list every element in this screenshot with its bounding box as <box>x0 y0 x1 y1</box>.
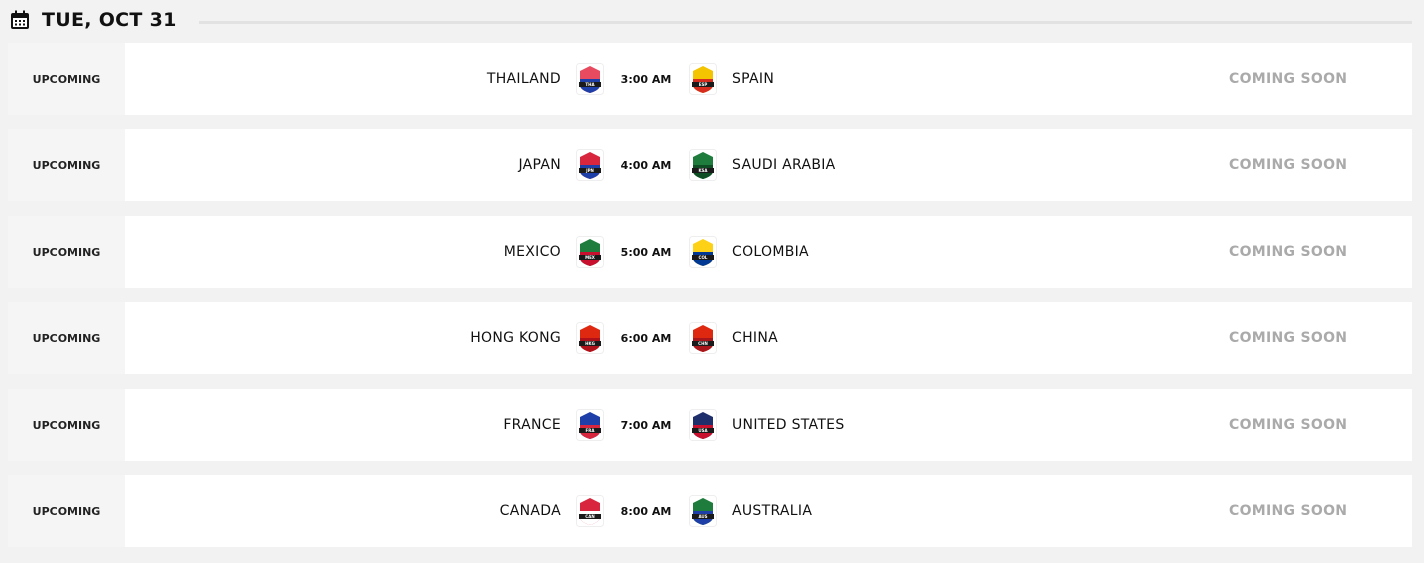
away-team-name[interactable]: CHINA <box>732 330 778 346</box>
away-team-name[interactable]: SAUDI ARABIA <box>732 157 836 173</box>
match-time: 3:00 AM <box>620 72 672 86</box>
home-team-badge-icon: FRA <box>576 409 604 441</box>
svg-text:AUS: AUS <box>698 514 707 519</box>
svg-text:CAN: CAN <box>585 514 594 519</box>
svg-text:USA: USA <box>698 428 708 433</box>
match-status: UPCOMING <box>8 475 125 547</box>
away-team-badge-icon: CHN <box>689 322 717 354</box>
match-status: UPCOMING <box>8 302 125 374</box>
home-team-name[interactable]: FRANCE <box>503 417 561 433</box>
result-status: COMING SOON <box>1229 503 1348 519</box>
svg-text:THA: THA <box>585 82 595 87</box>
home-team-badge-icon: JPN <box>576 149 604 181</box>
svg-text:JPN: JPN <box>585 168 594 173</box>
svg-text:KSA: KSA <box>698 168 708 173</box>
home-team-badge-icon: THA <box>576 63 604 95</box>
divider <box>198 20 1412 24</box>
match-row[interactable]: UPCOMING THAILAND THA 3:00 AM ESP SPAIN … <box>8 43 1412 115</box>
match-row[interactable]: UPCOMING HONG KONG HKG 6:00 AM CHN CHINA… <box>8 302 1412 374</box>
home-team-name[interactable]: MEXICO <box>503 244 561 260</box>
svg-text:MEX: MEX <box>585 255 595 260</box>
match-row[interactable]: UPCOMING JAPAN JPN 4:00 AM KSA SAUDI ARA… <box>8 129 1412 201</box>
away-team-name[interactable]: UNITED STATES <box>732 417 845 433</box>
svg-text:FRA: FRA <box>586 428 596 433</box>
match-time: 6:00 AM <box>620 331 672 345</box>
result-status: COMING SOON <box>1229 71 1348 87</box>
match-time: 5:00 AM <box>620 245 672 259</box>
away-team-name[interactable]: AUSTRALIA <box>732 503 813 519</box>
home-team-name[interactable]: JAPAN <box>518 157 561 173</box>
match-row[interactable]: UPCOMING CANADA CAN 8:00 AM AUS AUSTRALI… <box>8 475 1412 547</box>
away-team-name[interactable]: SPAIN <box>732 71 775 87</box>
svg-text:HKG: HKG <box>585 341 595 346</box>
away-team-badge-icon: ESP <box>689 63 717 95</box>
match-row[interactable]: UPCOMING MEXICO MEX 5:00 AM COL COLOMBIA… <box>8 216 1412 288</box>
match-status: UPCOMING <box>8 389 125 461</box>
home-team-name[interactable]: HONG KONG <box>470 330 561 346</box>
match-status: UPCOMING <box>8 129 125 201</box>
match-time: 8:00 AM <box>620 504 672 518</box>
result-status: COMING SOON <box>1229 417 1348 433</box>
match-row[interactable]: UPCOMING FRANCE FRA 7:00 AM USA UNITED S… <box>8 389 1412 461</box>
match-time: 7:00 AM <box>620 418 672 432</box>
calendar-icon <box>11 10 29 29</box>
result-status: COMING SOON <box>1229 157 1348 173</box>
away-team-badge-icon: USA <box>689 409 717 441</box>
away-team-badge-icon: KSA <box>689 149 717 181</box>
home-team-name[interactable]: CANADA <box>499 503 561 519</box>
match-status: UPCOMING <box>8 43 125 115</box>
result-status: COMING SOON <box>1229 244 1348 260</box>
home-team-badge-icon: CAN <box>576 495 604 527</box>
result-status: COMING SOON <box>1229 330 1348 346</box>
svg-text:CHN: CHN <box>698 341 708 346</box>
home-team-badge-icon: MEX <box>576 236 604 268</box>
svg-text:ESP: ESP <box>699 82 708 87</box>
date-title: TUE, OCT 31 <box>42 9 177 31</box>
away-team-name[interactable]: COLOMBIA <box>732 244 809 260</box>
svg-text:COL: COL <box>699 255 708 260</box>
away-team-badge-icon: COL <box>689 236 717 268</box>
home-team-badge-icon: HKG <box>576 322 604 354</box>
match-status: UPCOMING <box>8 216 125 288</box>
match-time: 4:00 AM <box>620 158 672 172</box>
away-team-badge-icon: AUS <box>689 495 717 527</box>
home-team-name[interactable]: THAILAND <box>486 71 561 87</box>
date-header: TUE, OCT 31 <box>10 6 1412 34</box>
